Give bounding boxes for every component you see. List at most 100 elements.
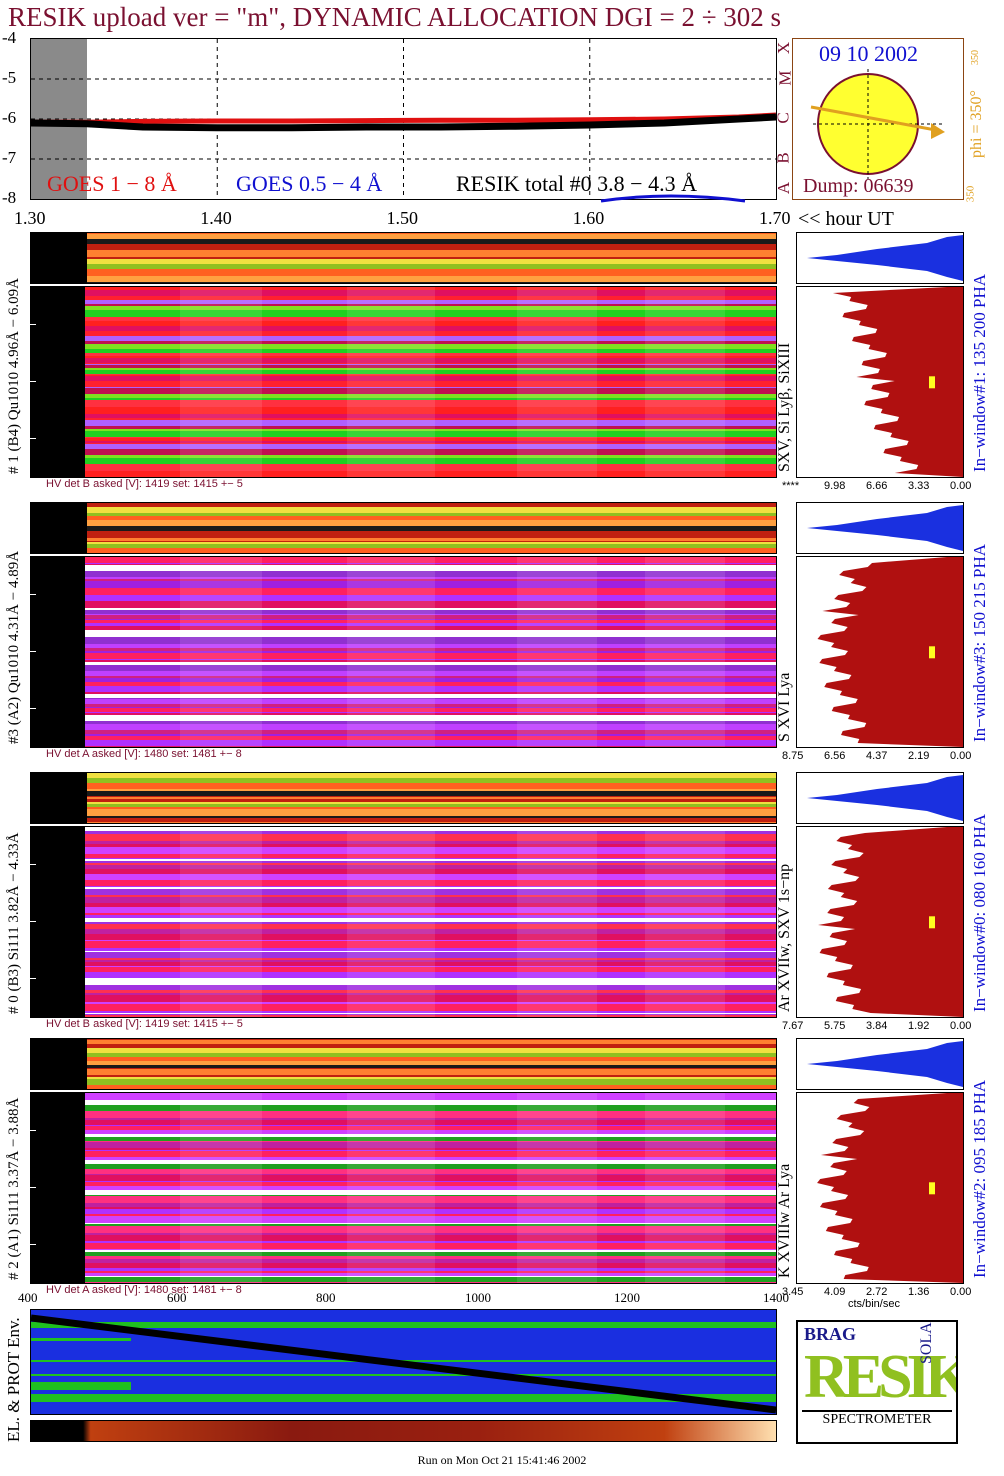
resik-legend: RESIK total #0 3.8 − 4.3 Å <box>456 171 697 196</box>
spectrum-profile <box>796 286 964 478</box>
profile-scale-tick: 0.00 <box>950 480 972 492</box>
channel-top-heatmap <box>30 1038 777 1090</box>
profile-scale-tick: 7.67 <box>782 1020 804 1032</box>
spectrum-ytick <box>30 651 36 652</box>
page-title: RESIK upload ver = "m", DYNAMIC ALLOCATI… <box>8 2 782 32</box>
hv-readout: HV det A asked [V]: 1480 set: 1481 +− 8 <box>46 748 242 760</box>
line-id-label: SXV, Si Lyβ, SiXIII <box>776 342 793 472</box>
sun-date: 09 10 2002 <box>819 41 918 66</box>
channel-top-heatmap <box>30 232 777 284</box>
profile-scale-unit: cts/bin/sec <box>848 1298 900 1310</box>
hv-readout: HV det A asked [V]: 1480 set: 1481 +− 8 <box>46 1284 242 1296</box>
dump-number: Dump: 06639 <box>803 175 914 197</box>
channel-top-heatmap <box>30 502 777 554</box>
profile-scale-tick: 1.92 <box>908 1020 930 1032</box>
spectrum-ytick <box>30 438 36 439</box>
resik-logo: BRAG RESIK SOLAR SPECTROMETER <box>796 1320 958 1444</box>
goes18-legend: GOES 1 − 8 Å <box>47 171 177 196</box>
sun-disk-plot <box>810 69 945 179</box>
pha-histogram <box>796 502 964 554</box>
spectrum-ytick <box>30 324 36 325</box>
resik-legend-swoosh <box>600 194 746 203</box>
profile-scale-tick: 0.00 <box>950 1020 972 1032</box>
in-window-label: In−window#3: 150 215 PHA <box>970 543 989 742</box>
goes-xtick: 1.40 <box>200 208 232 228</box>
goes-series-0 <box>31 112 776 125</box>
channel-left-label: # 2 (A1) Si111 3.37Å − 3.88Å <box>6 1097 22 1280</box>
env-trend-line <box>31 1314 776 1414</box>
goes-lightcurve-plot <box>31 39 776 199</box>
spectrum-profile <box>796 826 964 1018</box>
phi-bottom: 350 <box>964 185 977 203</box>
env-colorbar <box>30 1420 777 1442</box>
line-id-label: Ar XVIIw, SXV 1s−np <box>776 863 793 1012</box>
logo-brag: BRAG <box>804 1324 857 1344</box>
profile-scale-tick: 4.37 <box>866 750 888 762</box>
channel-spectrum-heatmap <box>30 1092 777 1284</box>
goes-ytick: -4 <box>2 28 17 47</box>
logo-subtitle: SPECTROMETER <box>802 1410 952 1428</box>
pointing-arrow-head <box>931 123 945 139</box>
goes-series-1 <box>31 113 776 132</box>
line-id-label: S XVI Lya <box>776 672 793 742</box>
logo-resik: RESIK <box>804 1343 958 1411</box>
heatmap-body <box>85 557 776 747</box>
in-window-label: In−window#1: 135 200 PHA <box>970 273 989 472</box>
line-id-label: K XVIIIw Ar Lya <box>776 1163 793 1278</box>
pha-tick: 400 <box>18 1290 38 1305</box>
phi-sub: 350 <box>970 50 981 65</box>
profile-scale-tick: 6.66 <box>866 480 888 492</box>
goes-xtick: 1.70 <box>759 208 791 228</box>
heatmap-body <box>85 827 776 1017</box>
time-axis-unit: << hour UT <box>798 208 894 230</box>
profile-scale-tick: 9.98 <box>824 480 846 492</box>
profile-scale-tick: 3.45 <box>782 1286 804 1298</box>
in-window-label: In−window#0: 080 160 PHA <box>970 813 989 1012</box>
pha-tick: 1200 <box>614 1290 640 1305</box>
spectrum-ytick <box>30 864 36 865</box>
channel-spectrum-heatmap <box>30 826 777 1018</box>
goes-class-letter: B <box>773 152 793 164</box>
profile-scale-tick: 8.75 <box>782 750 804 762</box>
spectrum-profile <box>796 1092 964 1284</box>
run-timestamp: Run on Mon Oct 21 15:41:46 2002 <box>417 1453 587 1467</box>
pointing-arrow <box>810 105 942 133</box>
goes-xtick: 1.30 <box>14 208 46 228</box>
spectrum-profile <box>796 556 964 748</box>
goes-ytick: -5 <box>2 68 17 87</box>
channel-top-heatmap <box>30 772 777 824</box>
heatmap-body <box>85 1093 776 1283</box>
profile-scale-tick: 3.33 <box>908 480 930 492</box>
goes-class-letter: C <box>773 112 793 124</box>
spectrum-ytick <box>30 1187 36 1188</box>
heatmap-body <box>87 233 776 283</box>
heatmap-body <box>87 503 776 553</box>
spectrum-ytick <box>30 708 36 709</box>
pha-tick: 600 <box>167 1290 187 1305</box>
channel-spectrum-heatmap <box>30 556 777 748</box>
pha-histogram <box>796 232 964 284</box>
profile-scale-tick: 6.56 <box>824 750 846 762</box>
profile-scale-tick: 2.19 <box>908 750 930 762</box>
sun-panel: 09 10 2002 Dump: 06639 <box>792 38 964 200</box>
env-plot <box>31 1310 776 1414</box>
channel-spectrum-heatmap <box>30 286 777 478</box>
goes-ytick: -8 <box>2 188 17 207</box>
pha-tick: 1000 <box>465 1290 491 1305</box>
heatmap-body <box>87 773 776 823</box>
spectrum-ytick <box>30 978 36 979</box>
channel-left-label: # 0 (B3) Si111 3.82Å − 4.33Å <box>6 832 22 1014</box>
spectrum-ytick <box>30 1130 36 1131</box>
goes-ytick: -6 <box>2 108 17 127</box>
env-label: EL. & PROT Env. <box>4 1317 23 1442</box>
pha-histogram <box>796 772 964 824</box>
channel-left-label: #3 (A2) Qu1010 4.31Å − 4.89Å <box>6 550 22 744</box>
spectrum-ytick <box>30 381 36 382</box>
hv-readout: HV det B asked [V]: 1419 set: 1415 +− 5 <box>46 478 243 490</box>
logo-solar: SOLAR <box>918 1320 935 1364</box>
pha-tick: 1400 <box>763 1290 789 1305</box>
profile-scale-tick: 4.09 <box>824 1286 846 1298</box>
goes-xtick: 1.60 <box>572 208 605 228</box>
profile-scale-tick: 0.00 <box>950 1286 972 1298</box>
env-panel <box>30 1309 777 1415</box>
